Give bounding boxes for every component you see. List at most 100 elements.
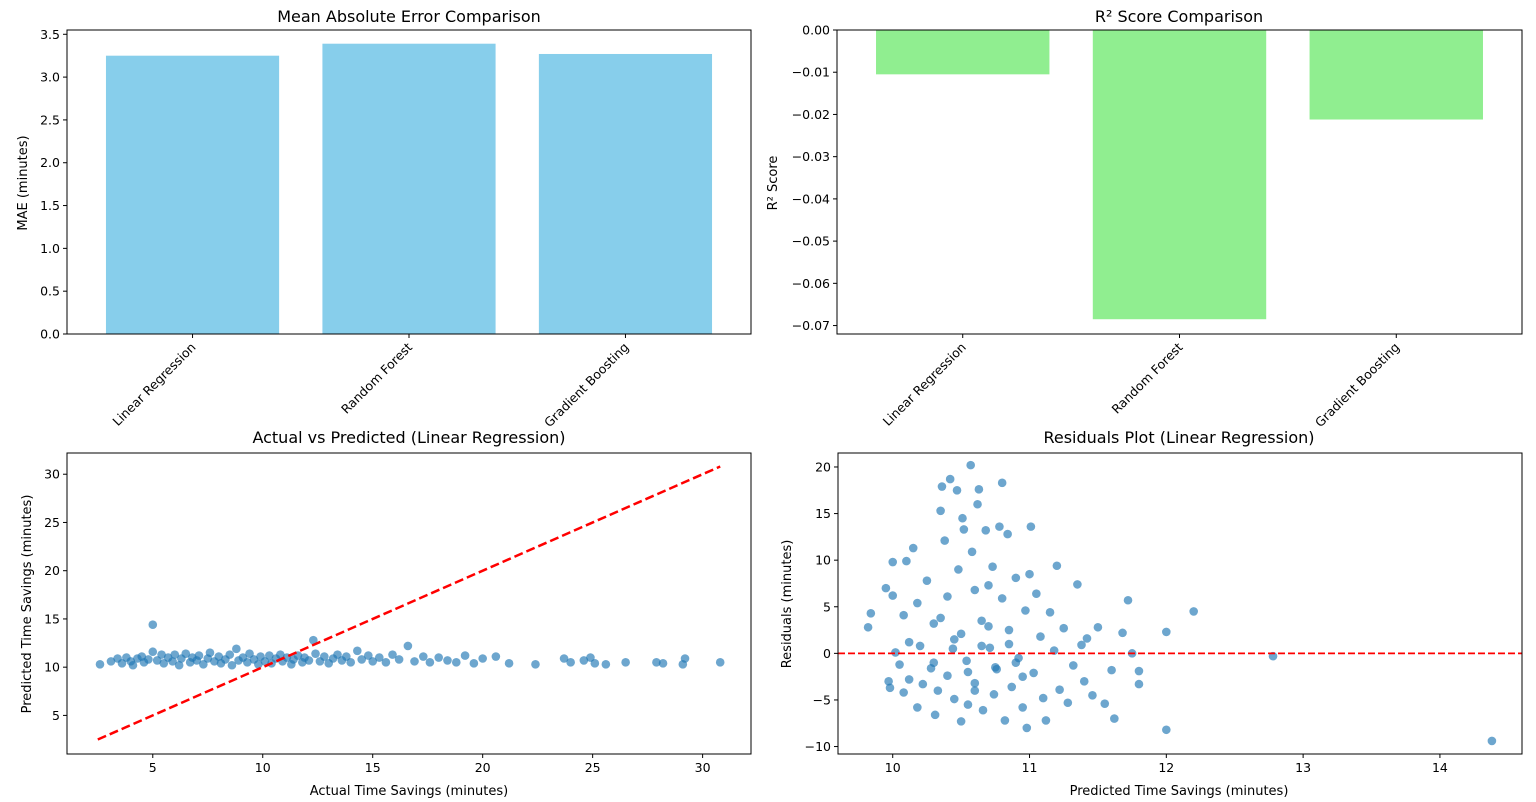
y-tick-label: −0.02 bbox=[792, 107, 830, 122]
scatter-point bbox=[959, 525, 969, 534]
scatter-point bbox=[590, 659, 600, 668]
scatter-point bbox=[973, 499, 982, 509]
scatter-point bbox=[977, 641, 986, 651]
scatter-point bbox=[478, 654, 487, 663]
scatter-point bbox=[997, 594, 1007, 603]
x-tick-label: 15 bbox=[365, 760, 381, 775]
scatter-point bbox=[991, 663, 1000, 672]
scatter-point bbox=[981, 526, 991, 535]
scatter-point bbox=[937, 482, 947, 491]
scatter-point bbox=[443, 656, 452, 665]
scatter-point bbox=[888, 557, 898, 567]
x-tick-label: Random Forest bbox=[338, 339, 415, 416]
bar bbox=[1092, 30, 1267, 320]
scatter-point bbox=[1162, 725, 1171, 735]
scatter-point bbox=[885, 683, 895, 693]
scatter-point bbox=[353, 646, 362, 656]
mae-y-axis-label: MAE (minutes) bbox=[16, 135, 31, 230]
scatter-point bbox=[451, 658, 461, 667]
scatter-point bbox=[929, 619, 939, 628]
mae-bars bbox=[105, 43, 713, 335]
scatter-point bbox=[243, 658, 252, 667]
scatter-point bbox=[254, 659, 263, 669]
scatter-point bbox=[884, 677, 893, 686]
scatter-point bbox=[531, 659, 540, 669]
scatter-point bbox=[984, 622, 993, 631]
scatter-point bbox=[95, 659, 105, 669]
x-tick-label: Linear Regression bbox=[109, 340, 198, 429]
y-tick-label: 10 bbox=[815, 553, 831, 568]
scatter-point bbox=[945, 474, 955, 484]
scatter-point bbox=[621, 658, 630, 667]
y-tick-label: 3.0 bbox=[40, 70, 60, 85]
scatter-point bbox=[1007, 682, 1017, 692]
y-tick-label: 20 bbox=[44, 563, 60, 578]
residuals-y-axis-label: Residuals (minutes) bbox=[780, 540, 795, 669]
scatter-point bbox=[891, 648, 900, 657]
scatter-point bbox=[181, 649, 191, 658]
y-tick-label: 20 bbox=[815, 459, 831, 474]
scatter-point bbox=[174, 660, 184, 670]
scatter-point bbox=[970, 686, 980, 695]
y-tick-label: 3.5 bbox=[40, 27, 60, 42]
y-tick-label: −10 bbox=[805, 739, 831, 754]
scatter-point bbox=[658, 659, 668, 668]
scatter-point bbox=[977, 616, 986, 626]
actual-vs-predicted-chart: Actual vs Predicted (Linear Regression) … bbox=[20, 428, 752, 799]
scatter-point bbox=[948, 644, 958, 653]
scatter-point bbox=[368, 657, 378, 666]
scatter-point bbox=[1052, 561, 1062, 571]
scatter-point bbox=[106, 657, 116, 666]
scatter-point bbox=[1123, 595, 1133, 605]
scatter-point bbox=[863, 622, 873, 632]
bar bbox=[876, 30, 1050, 75]
y-tick-label: 5 bbox=[823, 599, 831, 614]
scatter-point bbox=[566, 658, 575, 667]
actual-vs-predicted-points bbox=[95, 465, 725, 741]
scatter-point bbox=[970, 678, 980, 688]
scatter-point bbox=[962, 656, 971, 666]
scatter-point bbox=[1100, 699, 1110, 708]
scatter-point bbox=[1118, 628, 1127, 638]
scatter-point bbox=[913, 703, 922, 712]
scatter-point bbox=[1003, 529, 1012, 539]
scatter-point bbox=[1162, 627, 1171, 637]
scatter-point bbox=[579, 656, 589, 665]
scatter-point bbox=[469, 659, 479, 668]
y-tick-label: 10 bbox=[44, 660, 60, 675]
scatter-point bbox=[1021, 606, 1030, 615]
scatter-point bbox=[943, 671, 952, 681]
scatter-point bbox=[940, 536, 950, 545]
scatter-point bbox=[1038, 693, 1048, 703]
scatter-point bbox=[1000, 716, 1010, 725]
x-tick-label: Linear Regression bbox=[880, 340, 969, 429]
y-tick-label: 2.0 bbox=[40, 155, 60, 170]
r2-chart: R² Score Comparison R² Score 0.00 −0.01 −0… bbox=[766, 7, 1523, 430]
scatter-point bbox=[1004, 639, 1014, 649]
scatter-point bbox=[1082, 634, 1092, 643]
scatter-point bbox=[866, 608, 876, 618]
scatter-point bbox=[930, 710, 940, 720]
x-tick-label: 10 bbox=[255, 760, 271, 775]
scatter-point bbox=[949, 694, 959, 704]
x-tick-label: 5 bbox=[149, 760, 157, 775]
scatter-point bbox=[970, 585, 980, 595]
r2-y-axis-label: R² Score bbox=[766, 156, 781, 211]
scatter-point bbox=[388, 650, 397, 659]
residuals-points bbox=[838, 460, 1522, 746]
mae-axes-frame bbox=[66, 29, 752, 335]
scatter-point bbox=[1045, 608, 1055, 617]
r2-axes-frame bbox=[836, 29, 1523, 335]
scatter-point bbox=[888, 591, 898, 600]
scatter-point bbox=[956, 629, 966, 639]
scatter-point bbox=[304, 656, 314, 665]
scatter-point bbox=[881, 583, 891, 593]
scatter-point bbox=[966, 460, 975, 470]
scatter-point bbox=[194, 651, 204, 660]
scatter-point bbox=[952, 485, 962, 495]
scatter-point bbox=[418, 652, 428, 661]
scatter-point bbox=[1025, 569, 1034, 579]
scatter-point bbox=[904, 637, 914, 647]
y-tick-label: 25 bbox=[44, 515, 60, 530]
residuals-title: Residuals Plot (Linear Regression) bbox=[1043, 428, 1314, 447]
